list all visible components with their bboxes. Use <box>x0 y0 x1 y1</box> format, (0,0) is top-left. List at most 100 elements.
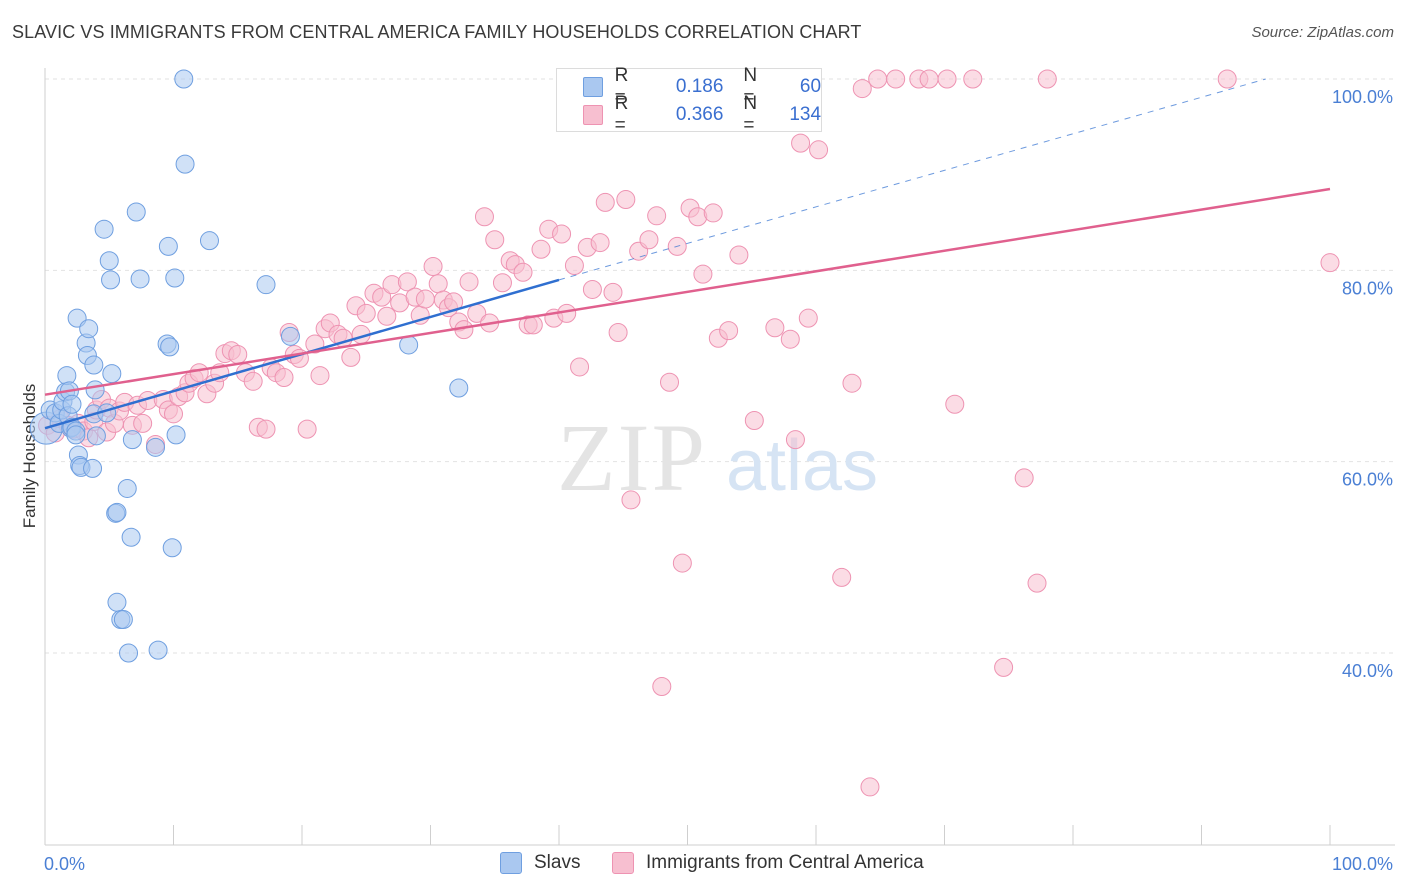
point-immigrants <box>485 230 505 250</box>
legend-item-immigrants: Immigrants from Central America <box>612 852 924 874</box>
point-immigrants <box>780 329 800 349</box>
legend-swatch-slavs <box>500 852 522 874</box>
point-immigrants <box>945 394 965 414</box>
point-immigrants <box>164 404 183 424</box>
y-tick-label: 60.0% <box>1342 470 1393 490</box>
point-slavs <box>86 426 106 446</box>
point-immigrants <box>492 273 512 293</box>
point-immigrants <box>652 676 672 696</box>
point-immigrants <box>372 287 392 307</box>
point-immigrants <box>744 411 764 431</box>
point-slavs <box>62 394 82 414</box>
point-immigrants <box>274 367 294 387</box>
point-immigrants <box>937 69 957 89</box>
point-slavs <box>158 236 178 256</box>
point-immigrants <box>963 69 983 89</box>
point-immigrants <box>297 419 317 439</box>
point-slavs <box>79 319 99 339</box>
point-immigrants <box>310 366 330 386</box>
point-slavs <box>117 478 137 498</box>
x-tick-label-min: 0.0% <box>44 854 85 874</box>
point-immigrants <box>639 230 659 250</box>
point-slavs <box>85 380 105 400</box>
point-immigrants <box>243 371 263 391</box>
tick-labels: 40.0% 60.0% 80.0% 100.0% 0.0% 100.0% <box>44 87 1393 874</box>
point-immigrants <box>842 373 862 393</box>
y-tick-label: 80.0% <box>1342 278 1393 298</box>
point-immigrants <box>672 553 692 573</box>
point-immigrants <box>660 372 680 392</box>
point-immigrants <box>1014 468 1034 488</box>
point-slavs <box>130 269 150 289</box>
point-immigrants <box>459 272 479 292</box>
point-immigrants <box>513 262 533 282</box>
trend-lines <box>44 78 1331 430</box>
point-slavs <box>146 437 166 457</box>
point-slavs <box>175 154 195 174</box>
point-slavs <box>280 326 300 346</box>
point-immigrants <box>570 357 590 377</box>
point-immigrants <box>397 272 417 292</box>
point-slavs <box>166 425 186 445</box>
point-slavs <box>94 219 114 239</box>
legend-r-value-slavs: 0.186 <box>675 76 724 97</box>
point-immigrants <box>703 203 723 223</box>
point-slavs <box>449 378 469 398</box>
trend-line-slavs-extension <box>558 78 1266 281</box>
point-immigrants <box>595 192 615 212</box>
point-slavs <box>121 527 141 547</box>
point-immigrants <box>886 69 906 89</box>
point-slavs <box>148 640 168 660</box>
point-immigrants <box>608 323 628 343</box>
point-immigrants <box>852 79 872 99</box>
point-slavs <box>126 202 146 222</box>
point-immigrants <box>729 245 749 265</box>
legend-n-label: N = <box>743 93 758 136</box>
legend-r-value-immigrants: 0.366 <box>675 104 724 125</box>
point-immigrants <box>356 303 376 323</box>
point-slavs <box>83 458 103 478</box>
legend-item-slavs: Slavs <box>500 852 580 874</box>
point-immigrants <box>1217 69 1237 89</box>
point-immigrants <box>868 69 888 89</box>
point-slavs <box>99 251 119 271</box>
point-immigrants <box>603 282 623 302</box>
legend-n-label: N = <box>743 65 758 108</box>
point-immigrants <box>382 275 402 295</box>
point-immigrants <box>1320 253 1340 273</box>
point-immigrants <box>616 190 636 210</box>
point-slavs <box>113 610 133 630</box>
point-slavs <box>165 268 185 288</box>
point-immigrants <box>693 264 713 284</box>
legend-row-immigrants: R = 0.366 N = 134 <box>583 93 821 136</box>
point-immigrants <box>552 224 572 244</box>
point-immigrants <box>341 347 361 367</box>
point-immigrants <box>798 308 818 328</box>
point-slavs <box>256 275 276 295</box>
legend-label-slavs: Slavs <box>534 852 581 873</box>
point-immigrants <box>919 69 939 89</box>
y-tick-label: 40.0% <box>1342 661 1393 681</box>
point-immigrants <box>531 239 551 259</box>
point-immigrants <box>428 274 448 294</box>
point-immigrants <box>765 318 785 338</box>
point-immigrants <box>582 279 602 299</box>
point-slavs <box>84 355 104 375</box>
point-slavs <box>66 425 86 445</box>
legend-row-slavs: R = 0.186 N = 60 <box>583 65 822 108</box>
point-immigrants <box>189 363 209 383</box>
point-slavs <box>199 231 219 251</box>
axes <box>44 68 1395 846</box>
point-slavs <box>107 502 127 522</box>
point-immigrants <box>423 257 443 277</box>
point-slavs <box>162 538 182 558</box>
point-immigrants <box>1037 69 1057 89</box>
point-immigrants <box>832 567 852 587</box>
legend-n-value-slavs: 60 <box>799 76 822 97</box>
point-immigrants <box>590 233 610 253</box>
trend-line-immigrants <box>44 187 1331 396</box>
x-tick-label-max: 100.0% <box>1332 854 1393 874</box>
point-slavs <box>101 270 121 290</box>
point-slavs <box>107 592 127 612</box>
